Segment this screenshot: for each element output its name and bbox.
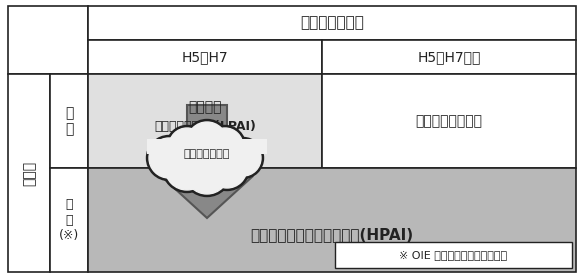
Circle shape: [207, 148, 247, 188]
Text: H5、H7以外: H5、H7以外: [418, 50, 481, 64]
Bar: [147, 139, 267, 154]
Circle shape: [223, 138, 263, 178]
Text: H5、H7: H5、H7: [182, 50, 228, 64]
Bar: [8, 6, 88, 74]
Text: 病原性: 病原性: [22, 160, 36, 185]
Bar: [88, 74, 322, 168]
Circle shape: [207, 128, 243, 164]
Bar: [50, 74, 88, 168]
Circle shape: [187, 122, 227, 162]
Bar: [322, 74, 576, 168]
Circle shape: [147, 135, 192, 180]
Bar: [322, 40, 576, 74]
Bar: [88, 40, 322, 74]
Text: 鳥インフルエンザ(LPAI): 鳥インフルエンザ(LPAI): [154, 120, 256, 133]
Bar: [88, 168, 576, 272]
Circle shape: [185, 120, 230, 165]
Text: 高病原性鳥インフルエンザ(HPAI): 高病原性鳥インフルエンザ(HPAI): [251, 227, 413, 242]
Circle shape: [204, 125, 245, 167]
Circle shape: [185, 150, 229, 194]
Text: 変異する可能性: 変異する可能性: [184, 149, 230, 159]
Circle shape: [162, 143, 211, 192]
Text: 低
い: 低 い: [65, 106, 73, 136]
Text: 高
い
(※): 高 い (※): [59, 198, 79, 242]
Circle shape: [166, 125, 207, 167]
Circle shape: [149, 138, 189, 178]
Bar: [8, 74, 50, 272]
Bar: [335, 242, 572, 268]
Text: ウイルスの亜型: ウイルスの亜型: [300, 16, 364, 31]
Polygon shape: [161, 105, 253, 218]
Circle shape: [225, 140, 261, 176]
Bar: [50, 168, 88, 272]
Circle shape: [169, 128, 205, 164]
Text: 低病原性: 低病原性: [188, 100, 222, 114]
Circle shape: [165, 146, 209, 190]
Text: ※ OIE の診断基準に準じて判定: ※ OIE の診断基準に準じて判定: [399, 250, 507, 260]
Text: 鳥インフルエンザ: 鳥インフルエンザ: [415, 114, 482, 128]
Circle shape: [182, 148, 231, 197]
Circle shape: [204, 145, 249, 190]
Bar: [88, 6, 576, 40]
